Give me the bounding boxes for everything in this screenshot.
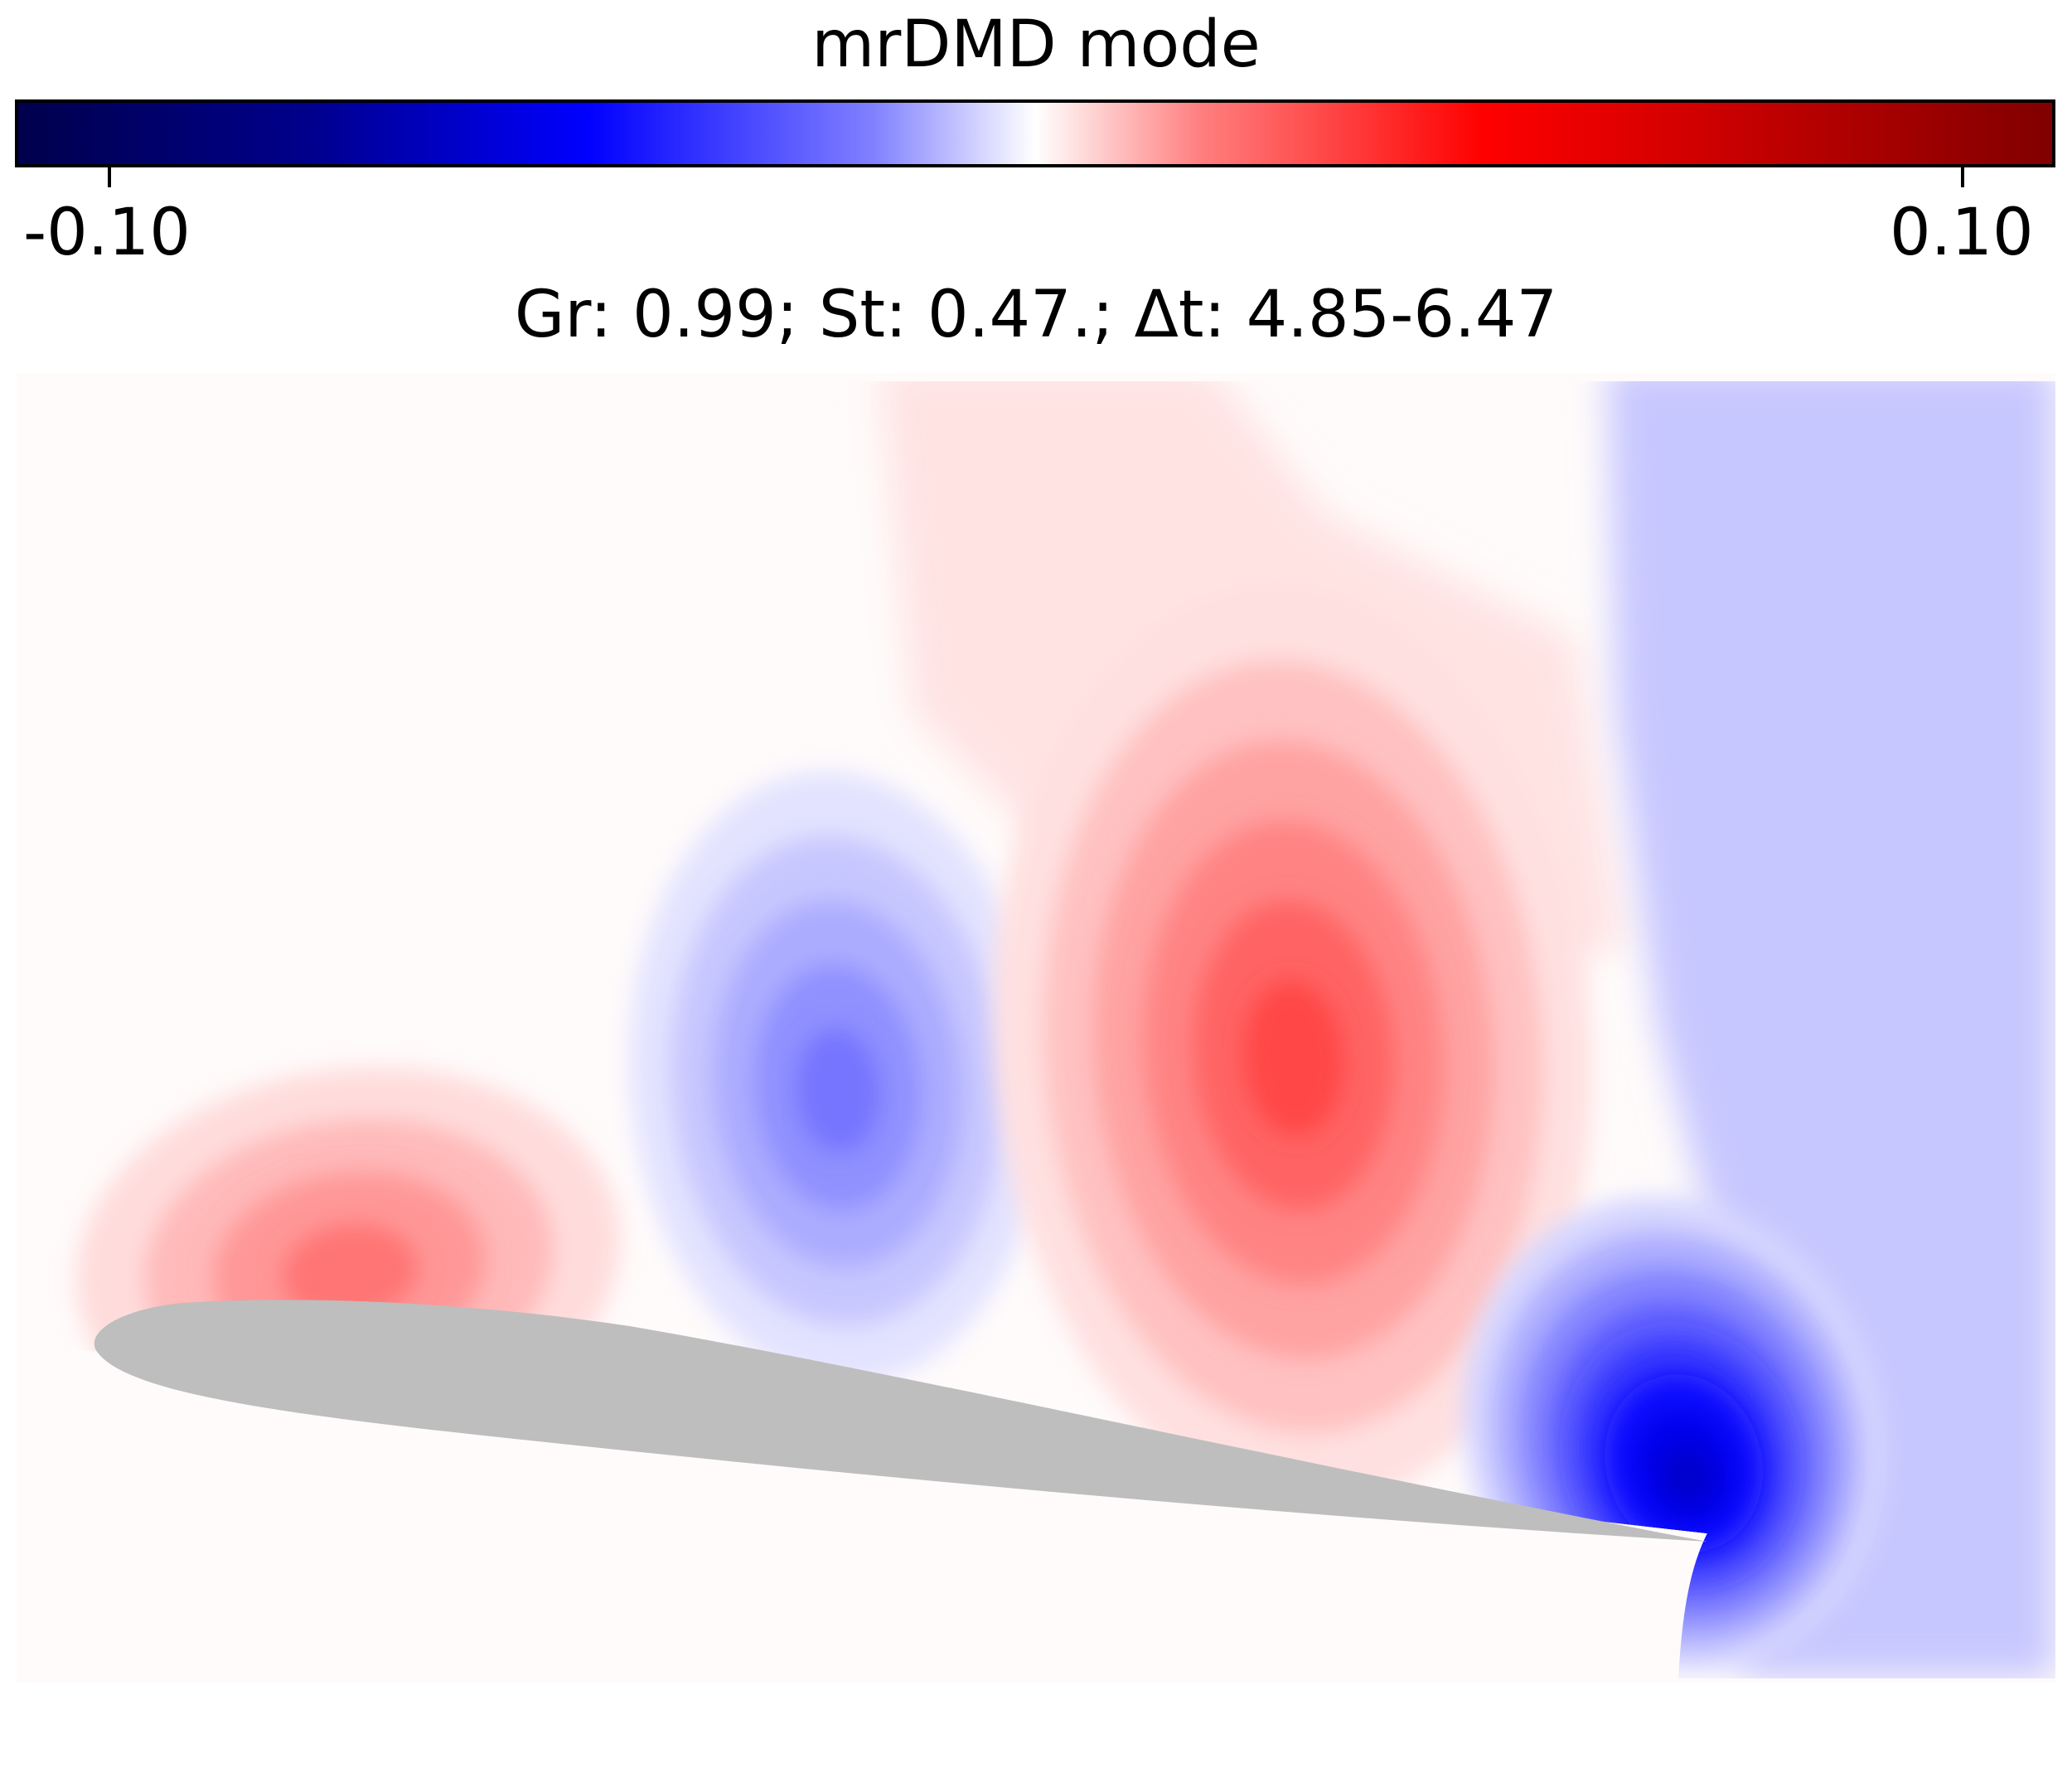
- colorbar-tick-label-pos: 0.10: [1890, 196, 2034, 270]
- colorbar-label: mrDMD mode: [811, 7, 1261, 82]
- flow-field-plot: [17, 373, 2055, 1683]
- vortex-structure-3: [993, 580, 1593, 1508]
- contour-band-4-8: [1661, 1445, 1714, 1505]
- contour-band-3-6: [1243, 981, 1344, 1136]
- contour-band-1-4: [281, 1223, 419, 1320]
- plot-title: Gr: 0.99; St: 0.47.; Δt: 4.85-6.47: [514, 278, 1558, 352]
- colorbar-tick-neg: [108, 167, 111, 187]
- airfoil: [94, 1300, 1708, 1542]
- colorbar-tick-pos: [1961, 167, 1964, 187]
- colorbar: [15, 99, 2055, 167]
- colorbar-tick-label-neg: -0.10: [23, 196, 191, 270]
- contour-band-2-5: [796, 1029, 880, 1152]
- background-tint-2: [1608, 381, 2055, 1678]
- vortex-structure-2: [629, 771, 1045, 1384]
